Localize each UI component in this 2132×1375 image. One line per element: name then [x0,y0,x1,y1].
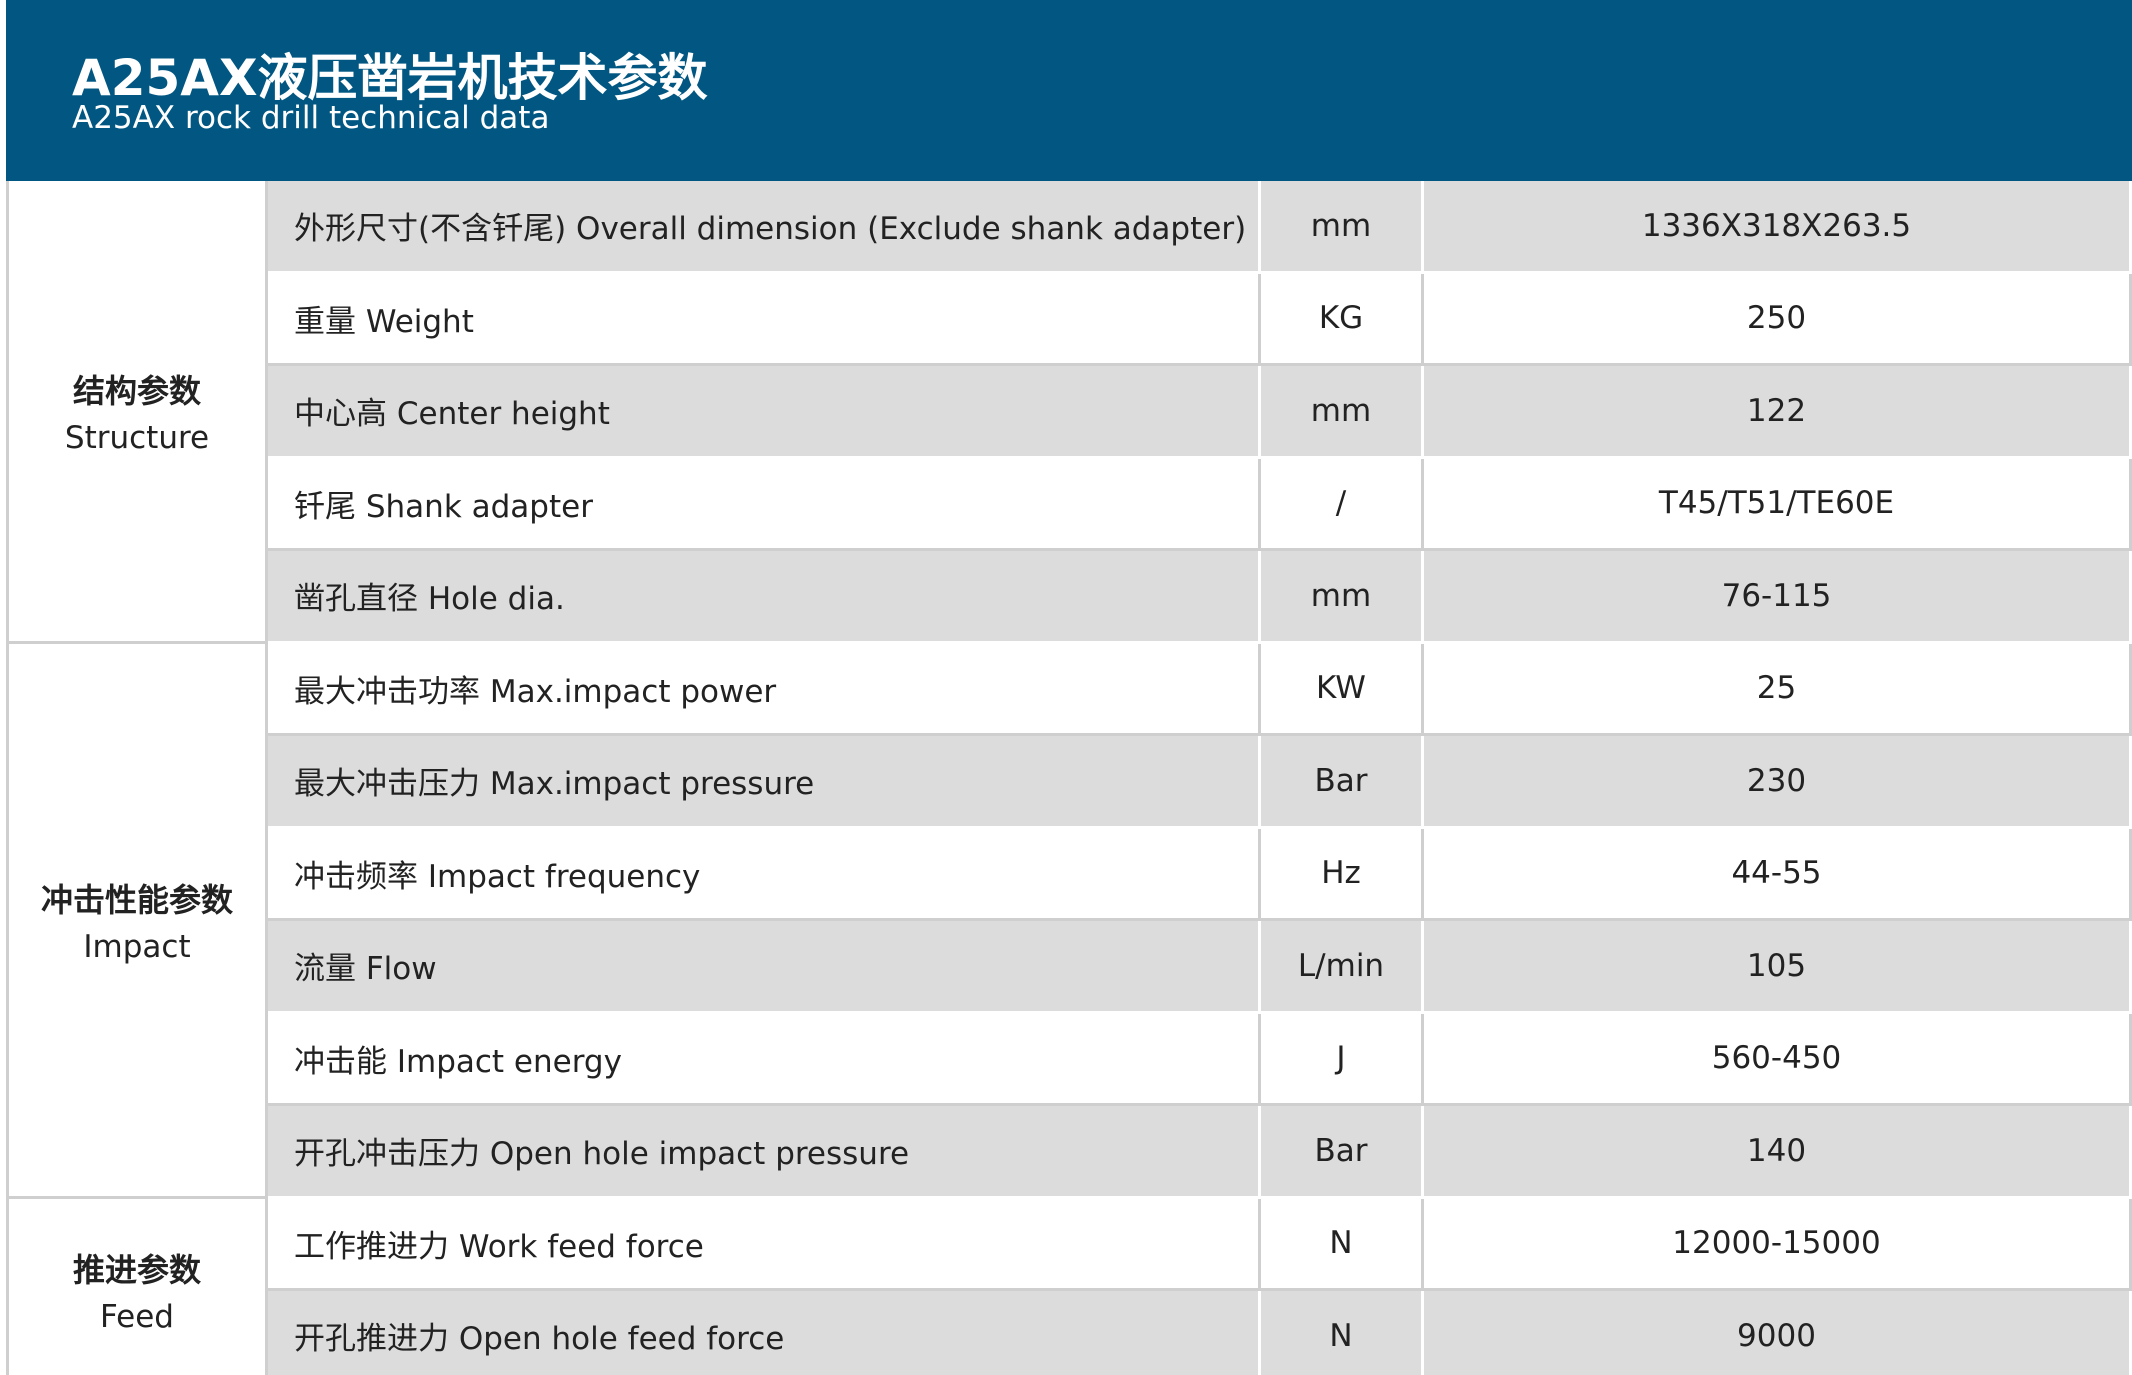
unit-cell: KW [1261,643,1424,736]
parameter-cell: 外形尺寸(不含钎尾) Overall dimension (Exclude sh… [268,181,1261,274]
unit-cell: mm [1261,551,1424,644]
unit-cell: L/min [1261,921,1424,1014]
parameter-cell: 凿孔直径 Hole dia. [268,551,1261,644]
value-cell: 12000-15000 [1424,1198,2132,1291]
value-cell: 1336X318X263.5 [1424,181,2132,274]
parameter-cell: 冲击能 Impact energy [268,1013,1261,1106]
value-cell: 560-450 [1424,1013,2132,1106]
group-cell: 冲击性能参数 Impact [6,643,268,1199]
parameter-cell: 最大冲击压力 Max.impact pressure [268,736,1261,829]
unit-cell: / [1261,458,1424,551]
group-cell: 结构参数 Structure [6,181,268,644]
value-cell: 44-55 [1424,828,2132,921]
unit-cell: mm [1261,366,1424,459]
group-label-en: Impact [83,928,191,965]
unit-cell: KG [1261,273,1424,366]
parameter-cell: 流量 Flow [268,921,1261,1014]
value-cell: 122 [1424,366,2132,459]
group-label-en: Structure [64,419,210,456]
unit-cell: Hz [1261,828,1424,921]
parameter-cell: 开孔推进力 Open hole feed force [268,1291,1261,1375]
unit-cell: Bar [1261,736,1424,829]
value-cell: 105 [1424,921,2132,1014]
subtitle: A25AX rock drill technical data [72,100,550,136]
value-cell: 230 [1424,736,2132,829]
parameter-cell: 钎尾 Shank adapter [268,458,1261,551]
group-label-zh: 冲击性能参数 [40,880,233,919]
unit-cell: J [1261,1013,1424,1106]
group-cell: 推进参数 Feed [6,1198,268,1375]
parameter-cell: 中心高 Center height [268,366,1261,459]
value-cell: 9000 [1424,1291,2132,1375]
parameter-cell: 工作推进力 Work feed force [268,1198,1261,1291]
value-cell: 76-115 [1424,551,2132,644]
title: A25AX液压凿岩机技术参数 [72,49,708,107]
unit-cell: mm [1261,181,1424,274]
group-label-zh: 推进参数 [72,1250,201,1289]
unit-cell: Bar [1261,1106,1424,1199]
group-label-en: Feed [100,1298,174,1335]
header: A25AX液压凿岩机技术参数 A25AX rock drill technica… [6,0,2132,181]
parameter-cell: 冲击频率 Impact frequency [268,828,1261,921]
unit-cell: N [1261,1291,1424,1375]
group-label-zh: 结构参数 [72,371,201,410]
unit-cell: N [1261,1198,1424,1291]
parameter-cell: 最大冲击功率 Max.impact power [268,643,1261,736]
value-cell: 140 [1424,1106,2132,1199]
value-cell: 250 [1424,273,2132,366]
parameter-cell: 重量 Weight [268,273,1261,366]
value-cell: 25 [1424,643,2132,736]
value-cell: T45/T51/TE60E [1424,458,2132,551]
parameter-cell: 开孔冲击压力 Open hole impact pressure [268,1106,1261,1199]
